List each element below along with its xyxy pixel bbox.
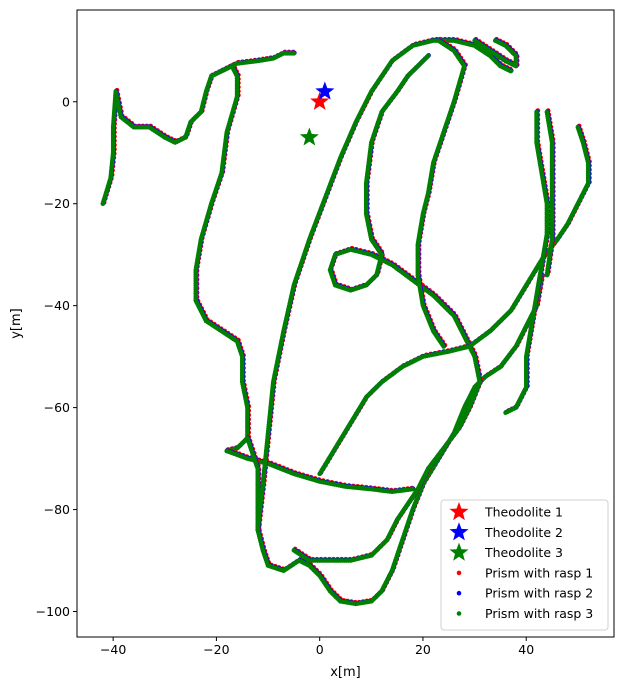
series-3-points (219, 51, 297, 74)
data-point (575, 124, 581, 130)
plot-points (100, 36, 592, 607)
data-point (544, 272, 550, 278)
series-3-points (224, 448, 415, 495)
data-point (503, 410, 508, 416)
data-point (508, 68, 514, 74)
data-point (410, 486, 415, 492)
data-point (425, 53, 431, 59)
data-point (291, 51, 297, 56)
series-3-points (100, 63, 250, 454)
series-3-points (255, 38, 514, 533)
